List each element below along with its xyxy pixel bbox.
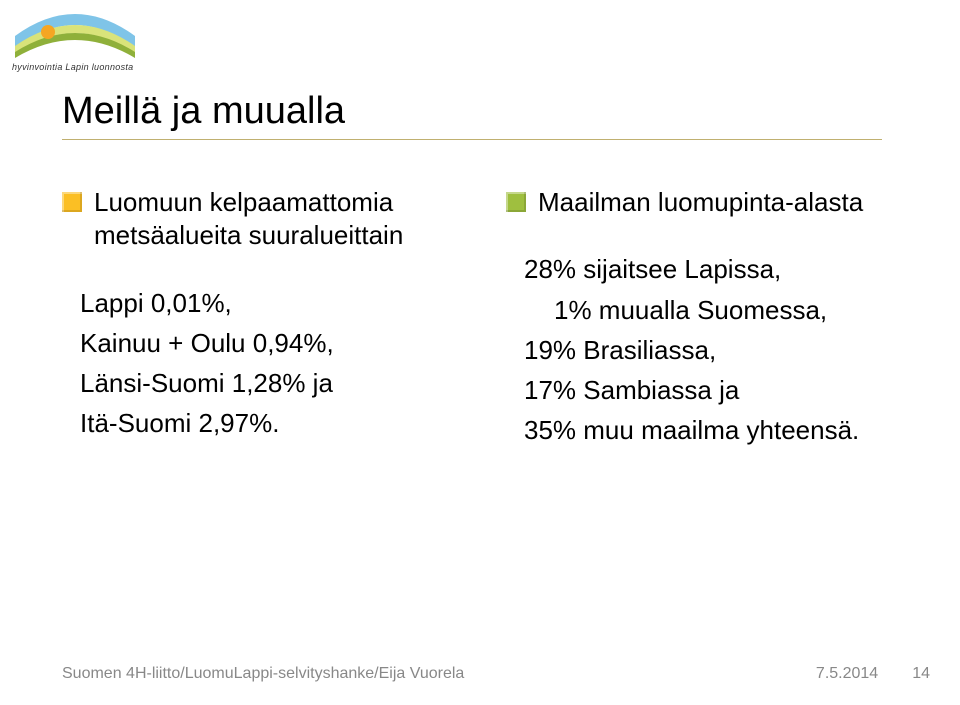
data-line: Kainuu + Oulu 0,94%, (80, 323, 476, 363)
left-heading: Luomuun kelpaamattomia metsäalueita suur… (94, 186, 476, 253)
slide-content: Meillä ja muualla Luomuun kelpaamattomia… (62, 90, 920, 451)
data-line: 35% muu maailma yhteensä. (524, 410, 920, 450)
footer-right: 7.5.2014 14 (816, 665, 930, 683)
columns: Luomuun kelpaamattomia metsäalueita suur… (62, 186, 920, 451)
logo: hyvinvointia Lapin luonnosta (10, 10, 140, 58)
footer: Suomen 4H-liitto/LuomuLappi-selvityshank… (0, 665, 960, 683)
left-column: Luomuun kelpaamattomia metsäalueita suur… (62, 186, 476, 451)
right-heading: Maailman luomupinta-alasta (538, 186, 863, 219)
data-line: 17% Sambiassa ja (524, 370, 920, 410)
footer-page: 14 (912, 665, 930, 683)
right-column: Maailman luomupinta-alasta 28% sijaitsee… (506, 186, 920, 451)
slide-title: Meillä ja muualla (62, 90, 920, 139)
data-line: 1% muualla Suomessa, (554, 290, 920, 330)
right-data-list: 28% sijaitsee Lapissa, 1% muualla Suomes… (524, 249, 920, 450)
data-line: Itä-Suomi 2,97%. (80, 403, 476, 443)
left-bullet-row: Luomuun kelpaamattomia metsäalueita suur… (62, 186, 476, 253)
data-line: 28% sijaitsee Lapissa, (524, 249, 920, 289)
data-line: 19% Brasiliassa, (524, 330, 920, 370)
title-rule (62, 139, 882, 140)
footer-date: 7.5.2014 (816, 665, 878, 683)
logo-tagline: hyvinvointia Lapin luonnosta (12, 62, 133, 72)
data-line: Länsi-Suomi 1,28% ja (80, 363, 476, 403)
bullet-square-icon (506, 192, 526, 212)
left-data-list: Lappi 0,01%, Kainuu + Oulu 0,94%, Länsi-… (80, 283, 476, 444)
right-bullet-row: Maailman luomupinta-alasta (506, 186, 920, 219)
data-line: Lappi 0,01%, (80, 283, 476, 323)
landscape-logo-icon (10, 10, 140, 58)
footer-source: Suomen 4H-liitto/LuomuLappi-selvityshank… (62, 665, 464, 683)
bullet-square-icon (62, 192, 82, 212)
